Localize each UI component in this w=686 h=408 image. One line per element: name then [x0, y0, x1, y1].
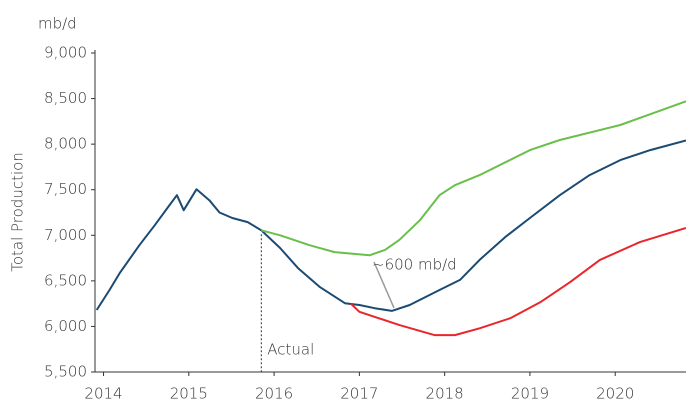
y-tick-label: 6,000	[44, 317, 87, 335]
x-tick-label: 2018	[426, 385, 464, 403]
y-axis-label: Total Production	[9, 152, 27, 272]
x-tick-label: 2017	[340, 385, 378, 403]
annotation: Actual	[267, 341, 314, 359]
y-tick-label: 6,500	[44, 271, 87, 289]
unit-label: mb/d	[38, 15, 77, 33]
x-tick-label: 2014	[84, 385, 122, 403]
line-series	[261, 100, 686, 257]
x-tick-label: 2020	[596, 385, 634, 403]
x-tick-label: 2016	[255, 385, 293, 403]
line-series	[95, 139, 686, 312]
line-series	[350, 227, 686, 337]
x-tick-label: 2019	[511, 385, 549, 403]
y-tick-label: 9,000	[44, 44, 87, 62]
x-tick-label: 2015	[170, 385, 208, 403]
y-tick-label: 8,000	[44, 135, 87, 153]
annotation: ~600 mb/d	[372, 256, 457, 274]
y-tick-label: 8,500	[44, 89, 87, 107]
y-tick-label: 7,500	[44, 180, 87, 198]
annotation-arrow	[373, 261, 395, 309]
y-tick-label: 7,000	[44, 226, 87, 244]
y-tick-label: 5,500	[44, 363, 87, 381]
